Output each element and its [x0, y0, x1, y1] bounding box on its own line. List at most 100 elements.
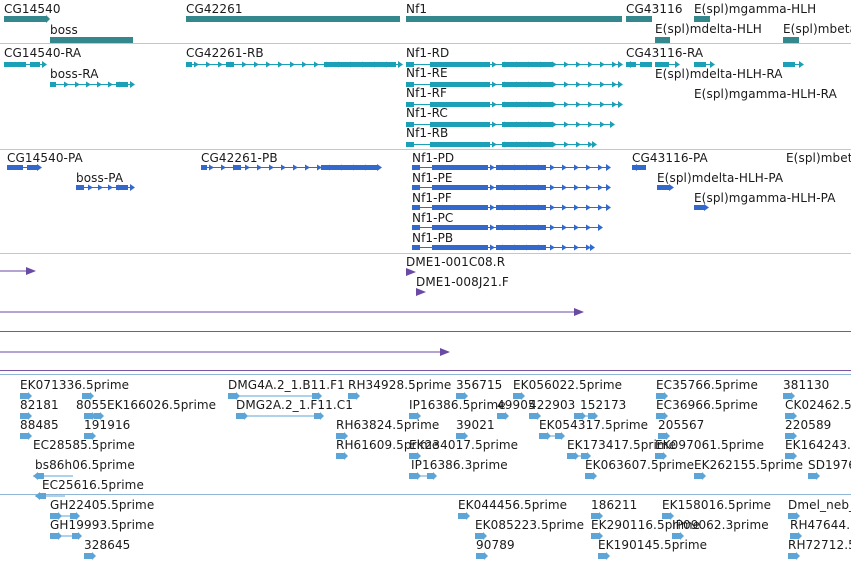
clone-feature[interactable]: [416, 288, 428, 296]
est-feature[interactable]: [20, 432, 34, 441]
est-feature[interactable]: [82, 392, 96, 401]
transcript-model[interactable]: [50, 80, 136, 90]
est-feature[interactable]: [336, 452, 348, 461]
transcript-label: E(spl)mdelta-HLH-RA: [655, 67, 783, 81]
transcript-model[interactable]: [412, 183, 612, 193]
est-feature[interactable]: [785, 452, 797, 461]
protein-label: E(spl)mdelta-HLH-PA: [657, 171, 784, 185]
est-feature[interactable]: [348, 392, 360, 401]
est-feature[interactable]: [228, 392, 324, 401]
est-feature[interactable]: [475, 532, 487, 541]
est-feature[interactable]: [497, 412, 511, 421]
transcript-model[interactable]: [694, 60, 716, 70]
transcript-model[interactable]: [406, 100, 624, 110]
transcript-model[interactable]: [694, 203, 710, 213]
est-feature[interactable]: [20, 412, 34, 421]
gene-span[interactable]: [4, 15, 50, 23]
est-feature[interactable]: [539, 432, 567, 441]
est-feature[interactable]: [591, 512, 603, 521]
est-feature[interactable]: [694, 472, 706, 481]
est-label: EC35766.5prime: [656, 378, 758, 392]
est-feature[interactable]: [658, 432, 670, 441]
est-feature[interactable]: [591, 532, 603, 541]
est-feature[interactable]: [656, 412, 670, 421]
protein-label: E(spl)mbeta: [786, 151, 851, 165]
est-feature[interactable]: [656, 392, 668, 401]
est-feature[interactable]: [409, 452, 421, 461]
est-feature[interactable]: [35, 492, 69, 501]
transcript-model[interactable]: [412, 223, 604, 233]
est-feature[interactable]: [783, 392, 795, 401]
est-feature[interactable]: [662, 512, 674, 521]
transcript-label: Nf1-RE: [406, 66, 448, 80]
est-label: RH61609.5prime: [336, 438, 440, 452]
est-feature[interactable]: [409, 472, 439, 481]
transcript-model[interactable]: [4, 60, 48, 70]
transcript-model[interactable]: [201, 163, 383, 173]
clone-feature[interactable]: [0, 267, 38, 275]
transcript-model[interactable]: [632, 163, 652, 173]
transcript-model[interactable]: [783, 60, 805, 70]
est-feature[interactable]: [788, 552, 800, 561]
gene-span[interactable]: [783, 36, 803, 44]
est-feature[interactable]: [456, 392, 468, 401]
est-feature[interactable]: [567, 452, 593, 461]
est-feature[interactable]: [84, 432, 96, 441]
est-feature[interactable]: [574, 412, 600, 421]
transcript-model[interactable]: [186, 60, 404, 70]
clone-label: DME1-001C08.R: [406, 255, 506, 269]
clone-feature[interactable]: [0, 308, 586, 316]
est-feature[interactable]: [336, 432, 348, 441]
est-label: EK097061.5prime: [655, 438, 765, 452]
gene-span[interactable]: [626, 15, 656, 23]
est-feature[interactable]: [790, 532, 802, 541]
transcript-model[interactable]: [406, 120, 616, 130]
est-feature[interactable]: [785, 412, 797, 421]
transcript-model[interactable]: [412, 163, 612, 173]
transcript-model[interactable]: [412, 243, 596, 253]
est-label: RH34928.5prime: [348, 378, 452, 392]
clone-feature[interactable]: [406, 268, 418, 276]
est-feature[interactable]: [456, 432, 468, 441]
transcript-model[interactable]: [76, 183, 136, 193]
clone-feature[interactable]: [0, 348, 454, 356]
gene-span[interactable]: [406, 15, 626, 23]
est-feature[interactable]: [50, 512, 82, 521]
est-feature[interactable]: [529, 412, 543, 421]
transcript-model[interactable]: [657, 183, 675, 193]
transcript-model[interactable]: [412, 203, 612, 213]
est-feature[interactable]: [476, 552, 488, 561]
est-feature[interactable]: [20, 392, 34, 401]
gene-label: E(spl)mdelta-HLH: [655, 22, 762, 36]
transcript-model[interactable]: [406, 140, 598, 150]
est-feature[interactable]: [84, 552, 96, 561]
est-feature[interactable]: [598, 552, 610, 561]
gene-span[interactable]: [655, 36, 674, 44]
est-feature[interactable]: [788, 512, 800, 521]
est-feature[interactable]: [808, 472, 820, 481]
est-feature[interactable]: [585, 472, 599, 481]
est-feature[interactable]: [50, 532, 84, 541]
est-feature[interactable]: [672, 532, 684, 541]
transcript-model[interactable]: [406, 60, 624, 70]
est-feature[interactable]: [33, 472, 77, 481]
est-feature[interactable]: [84, 412, 106, 421]
gene-span[interactable]: [50, 36, 137, 44]
est-label: 381130: [783, 378, 830, 392]
est-feature[interactable]: [513, 392, 527, 401]
transcript-model[interactable]: [7, 163, 43, 173]
est-label: EC36966.5prime: [656, 398, 758, 412]
gene-span[interactable]: [694, 15, 714, 23]
est-label: EK071336.5prime: [20, 378, 130, 392]
est-feature[interactable]: [785, 432, 797, 441]
est-feature[interactable]: [236, 412, 326, 421]
gene-label: Nf1: [406, 2, 428, 16]
transcript-model[interactable]: [626, 60, 658, 70]
transcript-model[interactable]: [655, 60, 681, 70]
est-feature[interactable]: [409, 412, 421, 421]
est-feature[interactable]: [458, 512, 470, 521]
gene-span[interactable]: [186, 15, 404, 23]
est-feature[interactable]: [655, 452, 669, 461]
est-label: 191916: [84, 418, 131, 432]
transcript-model[interactable]: [406, 80, 624, 90]
